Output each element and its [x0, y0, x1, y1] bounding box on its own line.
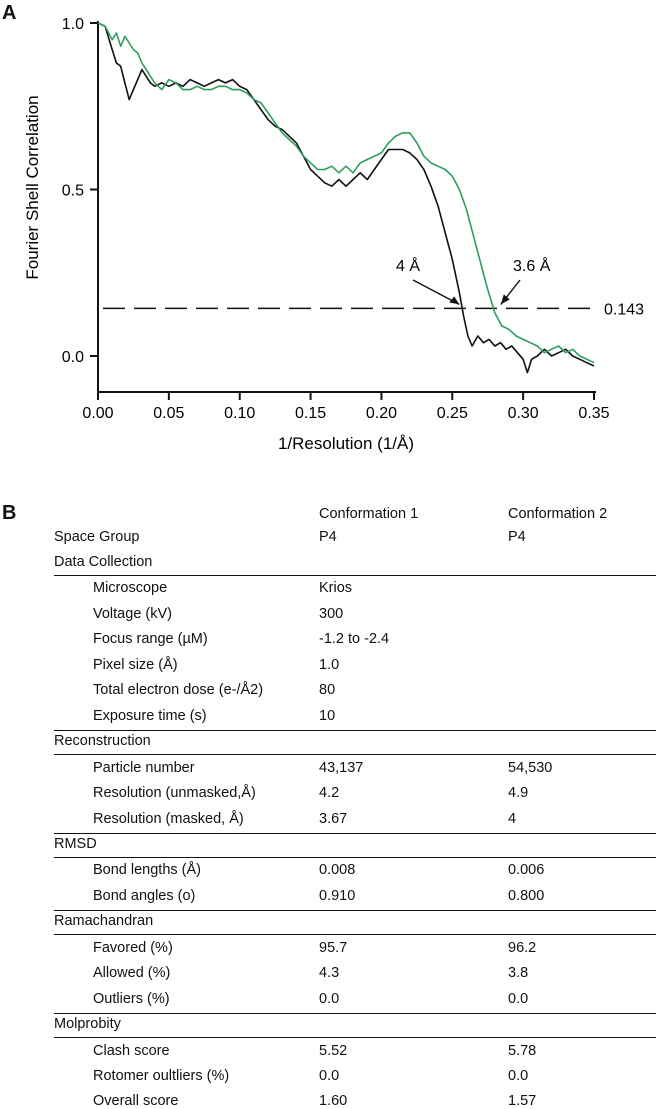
- cell-conf1: 3.67: [319, 810, 348, 827]
- row-label: Voltage (kV): [93, 605, 172, 622]
- section-title: Data Collection: [54, 554, 153, 570]
- row-label: Outliers (%): [93, 990, 170, 1007]
- cell-conf1: 0.0: [319, 990, 340, 1007]
- cell-conf1: 0.008: [319, 862, 356, 879]
- row-label: Overall score: [93, 1093, 179, 1109]
- threshold-label: 0.143: [604, 301, 644, 318]
- x-tick-label: 0.30: [508, 405, 539, 422]
- cell-conf2: 0.800: [508, 887, 545, 904]
- row-label: Microscope: [93, 580, 168, 597]
- section-divider: [54, 730, 656, 731]
- row-label: Total electron dose (e-/Å2): [93, 682, 264, 699]
- row-label: Allowed (%): [93, 965, 171, 982]
- cell-conf2: 0.0: [508, 990, 529, 1007]
- fsc-series-line-2: [97, 22, 595, 364]
- x-tick-label: 0.20: [366, 405, 397, 422]
- row-label: Resolution (masked, Å): [93, 810, 244, 827]
- section-divider: [54, 833, 656, 834]
- row-label: Focus range (µM): [93, 631, 208, 648]
- cell-conf1: 10: [319, 707, 336, 724]
- cell-conf1: 0.0: [319, 1068, 340, 1084]
- section-title: Ramachandran: [54, 913, 154, 930]
- section-divider: [54, 1013, 656, 1014]
- cell-conf1: 80: [319, 682, 336, 699]
- annotation-label-36a: 3.6 Å: [513, 256, 551, 275]
- cell-conf1: 95.7: [319, 939, 348, 956]
- cell-conf2: 1.57: [508, 1093, 537, 1109]
- row-label: Clash score: [93, 1042, 170, 1059]
- x-tick-label: 0.10: [224, 405, 255, 422]
- annotation-label-4a: 4 Å: [396, 256, 420, 275]
- x-axis-label: 1/Resolution (1/Å): [278, 434, 414, 453]
- section-divider: [54, 575, 656, 576]
- cell-conf2: 96.2: [508, 939, 537, 956]
- row-label-space-group: Space Group: [54, 529, 140, 545]
- cell-conf2: 54,530: [508, 759, 553, 776]
- cell-conf2: 4: [508, 810, 517, 827]
- cell-conf1: P4: [319, 529, 337, 545]
- cell-conf1: -1.2 to -2.4: [319, 631, 390, 648]
- chart-plot-area: [97, 22, 595, 374]
- cell-conf1: 4.2: [319, 785, 340, 802]
- section-divider: [54, 754, 656, 755]
- y-tick-label: 0.5: [62, 183, 84, 200]
- section-divider: [54, 910, 656, 911]
- cell-conf1: 1.0: [319, 656, 340, 673]
- row-label: Bond angles (o): [93, 887, 196, 904]
- panel-label-b: B: [2, 502, 17, 524]
- row-label: Rotomer oultliers (%): [93, 1068, 230, 1084]
- chart-axes: 1.0 0.5 0.0 0.00 0.05 0.10 0.15 0.20 0.25 0.30 0.3…: [62, 16, 610, 422]
- section-title: Reconstruction: [54, 733, 151, 750]
- chart-labels: 1/Resolution (1/Å) Fourier Shell Correlat…: [23, 95, 644, 453]
- x-tick-label: 0.35: [578, 405, 609, 422]
- row-label: Pixel size (Å): [93, 656, 178, 673]
- cell-conf2: 4.9: [508, 785, 529, 802]
- cell-conf2: 0.006: [508, 862, 545, 879]
- annotation-arrowhead-36a: [500, 294, 510, 305]
- x-tick-label: 0.15: [295, 405, 326, 422]
- x-tick-label: 0.00: [82, 405, 113, 422]
- col-header-conformation-1: Conformation 1: [319, 506, 419, 522]
- section-divider: [54, 1037, 656, 1038]
- cell-conf1: 1.60: [319, 1093, 348, 1109]
- panel-label-a: A: [2, 2, 17, 24]
- row-label: Particle number: [93, 759, 195, 776]
- row-label: Favored (%): [93, 939, 173, 956]
- y-tick-label: 0.0: [62, 349, 84, 366]
- cell-conf1: 43,137: [319, 759, 364, 776]
- x-tick-label: 0.25: [437, 405, 468, 422]
- annotation-arrowhead-4a: [449, 296, 460, 305]
- section-divider: [54, 934, 656, 935]
- fsc-series-line-1: [97, 22, 595, 374]
- cell-conf1: Krios: [319, 580, 353, 597]
- row-label: Exposure time (s): [93, 707, 207, 724]
- col-header-conformation-2: Conformation 2: [508, 506, 608, 522]
- cell-conf1: 5.52: [319, 1042, 348, 1059]
- section-divider: [54, 857, 656, 858]
- y-tick-label: 1.0: [62, 16, 84, 33]
- cell-conf2: 0.0: [508, 1068, 529, 1084]
- cell-conf2: 5.78: [508, 1042, 537, 1059]
- cell-conf1: 4.3: [319, 965, 340, 982]
- cell-conf1: 300: [319, 605, 344, 622]
- section-title: Molprobity: [54, 1016, 121, 1033]
- fsc-chart: 1.0 0.5 0.0 0.00 0.05 0.10 0.15 0.20 0.25 0.30 0.3…: [23, 16, 644, 453]
- x-tick-label: 0.05: [153, 405, 184, 422]
- row-label: Resolution (unmasked,Å): [93, 785, 256, 802]
- section-title: RMSD: [54, 835, 97, 852]
- cell-conf2: 3.8: [508, 965, 529, 982]
- y-axis-label: Fourier Shell Correlation: [23, 95, 42, 279]
- cell-conf1: 0.910: [319, 887, 356, 904]
- cell-conf2: P4: [508, 529, 526, 545]
- row-label: Bond lengths (Å): [93, 862, 202, 879]
